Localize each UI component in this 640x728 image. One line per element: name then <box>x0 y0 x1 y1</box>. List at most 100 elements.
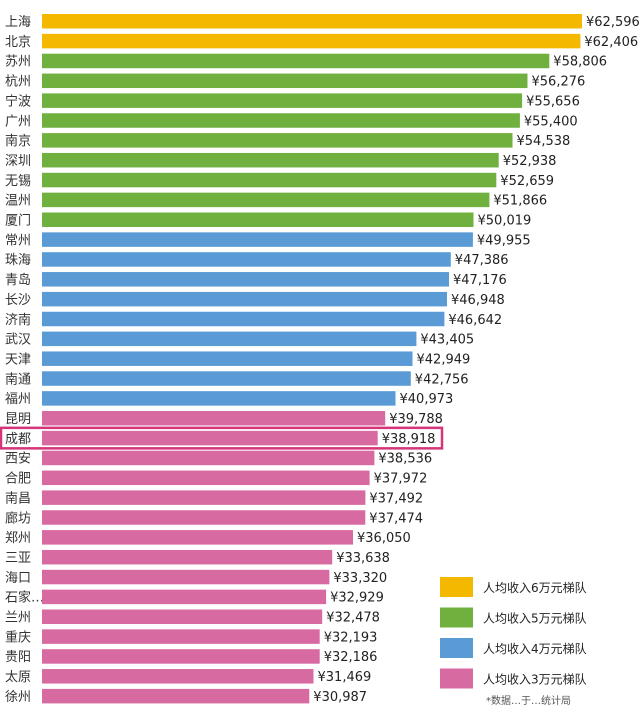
source-note: *数据…于…统计局 <box>486 694 571 707</box>
legend-label: 人均收入3万元梯队 <box>483 672 587 687</box>
category-label: 深圳 <box>5 154 31 169</box>
bar <box>42 549 333 565</box>
category-label: 海口 <box>5 571 31 586</box>
value-label: ¥52,659 <box>500 174 554 189</box>
value-label: ¥50,019 <box>478 214 532 229</box>
category-label: 徐州 <box>5 690 31 705</box>
value-label: ¥33,320 <box>333 571 387 586</box>
value-label: ¥38,918 <box>382 432 436 447</box>
bar <box>42 510 366 525</box>
category-label: 济南 <box>5 312 31 328</box>
category-label: 宁波 <box>5 93 31 109</box>
category-label: 石家… <box>5 590 44 606</box>
value-label: ¥32,186 <box>324 650 378 665</box>
value-label: ¥47,386 <box>455 253 509 268</box>
category-label: 三亚 <box>5 551 31 566</box>
bar <box>42 609 323 624</box>
value-label: ¥49,955 <box>477 233 531 248</box>
category-label: 苏州 <box>5 54 31 70</box>
category-label: 昆明 <box>5 412 31 427</box>
legend-label: 人均收入5万元梯队 <box>483 611 587 626</box>
value-label: ¥58,806 <box>553 55 607 70</box>
value-label: ¥42,949 <box>417 352 471 367</box>
category-label: 长沙 <box>5 293 31 308</box>
bar <box>42 93 523 108</box>
bar <box>42 33 581 49</box>
legend-swatch <box>440 607 473 628</box>
bar <box>42 589 327 605</box>
value-label: ¥36,050 <box>357 531 411 546</box>
bar <box>42 490 366 505</box>
bar <box>42 669 314 684</box>
category-label: 常州 <box>5 233 31 248</box>
value-label: ¥47,176 <box>453 273 507 288</box>
legend-label: 人均收入6万元梯队 <box>483 580 587 595</box>
value-label: ¥55,656 <box>526 94 580 109</box>
category-label: 贵阳 <box>5 650 31 665</box>
bar <box>42 133 513 148</box>
value-label: ¥32,929 <box>330 591 384 606</box>
value-label: ¥37,492 <box>369 491 423 506</box>
bar <box>42 53 550 69</box>
category-label: 温州 <box>5 194 31 209</box>
bar <box>42 331 417 347</box>
bar <box>42 391 396 406</box>
category-label: 珠海 <box>5 253 31 268</box>
category-label: 兰州 <box>5 611 31 626</box>
bar <box>42 411 386 426</box>
value-label: ¥56,276 <box>532 75 586 90</box>
value-label: ¥37,474 <box>369 511 423 526</box>
value-label: ¥30,987 <box>313 690 367 705</box>
category-label: 郑州 <box>5 531 31 546</box>
bar <box>42 291 447 307</box>
value-label: ¥38,536 <box>378 452 432 467</box>
category-label: 杭州 <box>5 75 31 90</box>
category-label: 南京 <box>5 133 31 149</box>
bar <box>42 272 449 287</box>
value-label: ¥31,469 <box>318 670 372 685</box>
value-label: ¥32,193 <box>324 630 378 645</box>
category-label: 廊坊 <box>5 510 31 526</box>
value-label: ¥46,948 <box>451 293 505 308</box>
highlight-box <box>0 426 444 450</box>
value-label: ¥32,478 <box>326 611 380 626</box>
bar <box>42 371 411 386</box>
bar <box>42 14 582 29</box>
bar <box>42 629 320 644</box>
bar <box>42 311 445 327</box>
category-label: 南通 <box>5 371 31 387</box>
category-label: 青岛 <box>5 272 31 288</box>
legend-swatch <box>440 577 473 597</box>
bar <box>42 569 330 585</box>
category-label: 西安 <box>5 452 31 467</box>
bar <box>42 252 451 267</box>
bar <box>42 152 499 168</box>
bar <box>42 688 310 704</box>
bar <box>42 450 375 466</box>
bar <box>42 232 473 247</box>
category-label: 天津 <box>5 352 31 367</box>
value-label: ¥33,638 <box>336 551 390 566</box>
category-label: 上海 <box>5 15 31 30</box>
bar <box>42 470 370 486</box>
category-label: 厦门 <box>5 214 31 229</box>
category-label: 北京 <box>5 35 31 50</box>
bar <box>42 649 320 664</box>
category-label: 成都 <box>5 432 31 447</box>
category-label: 南昌 <box>5 490 31 506</box>
legend-label: 人均收入4万元梯队 <box>483 641 587 656</box>
value-label: ¥55,400 <box>524 114 578 129</box>
category-label: 广州 <box>5 114 31 129</box>
bar <box>42 192 490 208</box>
category-label: 无锡 <box>5 174 31 189</box>
bar <box>42 351 413 366</box>
value-label: ¥43,405 <box>420 333 474 348</box>
bar <box>42 73 528 89</box>
bar <box>42 172 497 188</box>
category-label: 武汉 <box>5 333 31 348</box>
category-label: 合肥 <box>5 472 31 487</box>
value-label: ¥62,406 <box>584 35 638 50</box>
legend-swatch <box>440 638 473 658</box>
